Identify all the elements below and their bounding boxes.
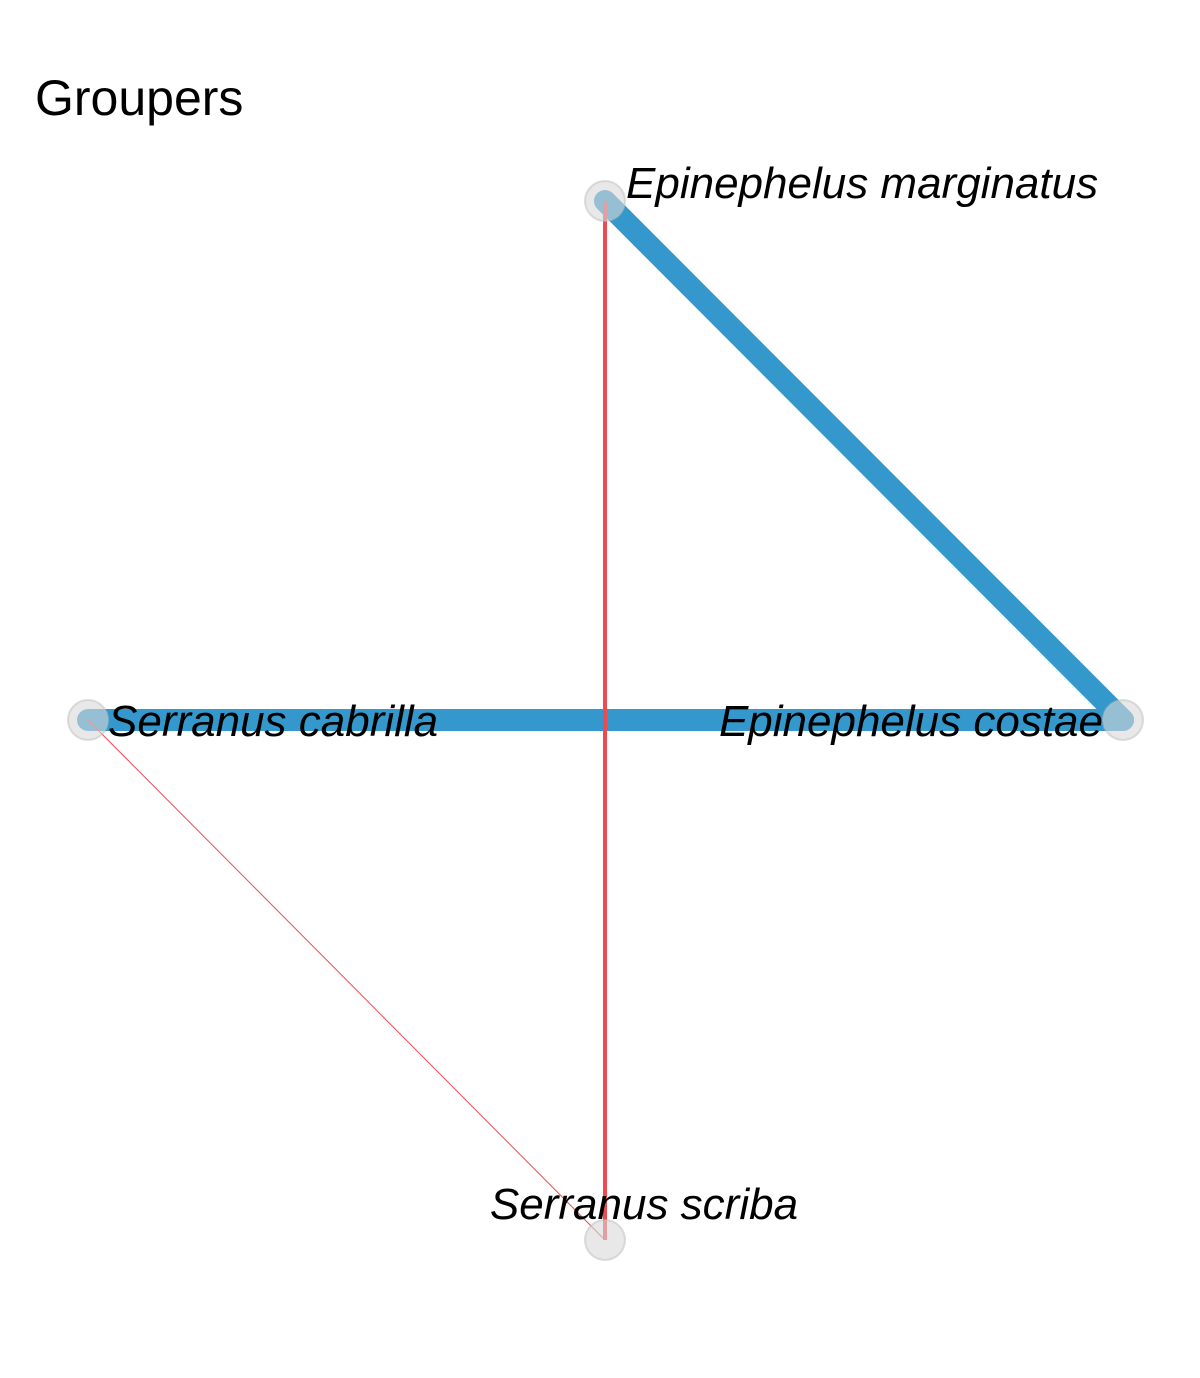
edges	[77, 190, 1134, 1241]
edge-sc-ss	[87, 719, 606, 1241]
label-serranus-scriba: Serranus scriba	[490, 1180, 798, 1229]
label-serranus-cabrilla: Serranus cabrilla	[108, 697, 438, 746]
node-serranus-scriba	[584, 1219, 626, 1261]
edge-em-ec	[594, 190, 1134, 731]
label-epinephelus-marginatus: Epinephelus marginatus	[626, 159, 1098, 208]
diagram-title: Groupers	[35, 70, 243, 126]
node-epinephelus-costae	[1102, 699, 1144, 741]
node-labels: Epinephelus marginatus Epinephelus costa…	[108, 159, 1103, 1229]
label-epinephelus-costae: Epinephelus costae	[719, 697, 1103, 746]
node-epinephelus-marginatus	[584, 180, 626, 222]
nodes	[67, 180, 1144, 1261]
node-serranus-cabrilla	[67, 699, 109, 741]
